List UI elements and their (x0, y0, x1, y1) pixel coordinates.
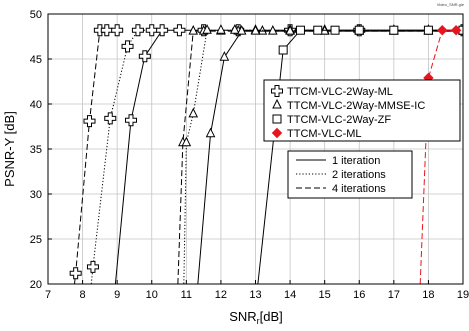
x-tick-label: 12 (215, 289, 227, 301)
series-2 (86, 24, 158, 284)
x-axis-title-sub: r (257, 316, 260, 326)
grid (48, 14, 463, 284)
legend-marker (272, 98, 282, 109)
x-tick-label: 18 (422, 289, 434, 301)
data-point (111, 24, 124, 37)
x-tick-label: 16 (353, 289, 365, 301)
series-layer (69, 24, 463, 284)
data-point (250, 24, 261, 35)
iteration-legend: 1 iteration 2 iterations 4 iterations (287, 150, 413, 199)
legend-label: TTCM-VLC-ML (287, 128, 362, 140)
y-tick-label: 30 (30, 189, 42, 201)
x-axis-title-main: SNR (229, 309, 256, 324)
x-axis-title: SNRr[dB] (229, 309, 283, 326)
data-point (219, 51, 230, 61)
data-point (145, 24, 158, 37)
data-point (121, 40, 134, 53)
data-point (156, 24, 169, 37)
data-point (83, 115, 96, 128)
y-tick-label: 40 (30, 99, 42, 111)
data-point (173, 24, 186, 37)
legend-label: 2 iterations (332, 169, 386, 181)
data-point (437, 24, 448, 36)
data-point (285, 24, 295, 35)
data-point (69, 267, 82, 280)
data-point (278, 45, 288, 55)
data-point (86, 260, 99, 273)
data-point (181, 136, 192, 147)
data-point (229, 24, 240, 34)
data-point (313, 25, 323, 35)
data-point (131, 24, 144, 37)
legend-marker (271, 85, 283, 97)
y-axis-title: PSNR-Y [dB] (2, 111, 17, 187)
legend-label: TTCM-VLC-2Way-ML (287, 86, 393, 98)
data-point (104, 112, 117, 125)
data-point (267, 24, 278, 35)
x-tick-label: 8 (80, 289, 86, 301)
data-point (295, 25, 305, 35)
data-point (188, 24, 199, 35)
y-tick-label: 45 (30, 54, 42, 66)
data-point (330, 25, 340, 35)
ticks: 7 8 9 10 11 12 13 14 15 16 17 18 19 20 25 30 35 40 45 50 (30, 9, 469, 301)
legend-label: 4 iterations (332, 183, 386, 195)
y-tick-label: 25 (30, 234, 42, 246)
legend-box (287, 150, 413, 199)
data-point (423, 25, 433, 35)
data-point (389, 25, 399, 35)
data-point (125, 114, 137, 127)
data-point (205, 127, 216, 138)
legend-label: 1 iteration (332, 155, 380, 167)
legend-label: TTCM-VLC-2Way-MMSE-IC (287, 100, 425, 112)
data-point (354, 25, 364, 35)
legend-box (263, 79, 461, 142)
x-tick-label: 15 (319, 289, 331, 301)
x-tick-label: 14 (284, 289, 296, 301)
x-tick-label: 10 (146, 289, 158, 301)
x-tick-label: 17 (388, 289, 400, 301)
x-tick-label: 9 (114, 289, 120, 301)
data-point (188, 107, 199, 118)
series-1 (69, 24, 124, 284)
data-point (236, 24, 247, 35)
legend-marker (271, 127, 283, 139)
x-tick-label: 7 (45, 289, 51, 301)
data-point (216, 24, 226, 34)
legend-marker (272, 114, 282, 124)
corner-note: Video_SNR.gle (437, 2, 465, 7)
data-point (138, 50, 151, 63)
data-point (100, 24, 113, 37)
marker-legend: TTCM-VLC-2Way-ML TTCM-VLC-2Way-MMSE-IC TTC… (263, 79, 461, 142)
x-axis-title-unit: [dB] (260, 309, 283, 324)
data-point (450, 24, 462, 36)
y-tick-label: 35 (30, 144, 42, 156)
x-tick-label: 11 (181, 289, 192, 301)
legends: TTCM-VLC-2Way-ML TTCM-VLC-2Way-MMSE-IC TTC… (263, 79, 461, 199)
data-point (202, 24, 212, 34)
y-tick-label: 50 (30, 9, 42, 21)
x-tick-label: 13 (249, 289, 261, 301)
series-line (197, 30, 463, 284)
series-line (419, 29, 457, 284)
x-tick-label: 19 (457, 289, 469, 301)
legend-label: TTCM-VLC-2Way-ZF (287, 114, 391, 126)
y-tick-label: 20 (30, 279, 42, 291)
